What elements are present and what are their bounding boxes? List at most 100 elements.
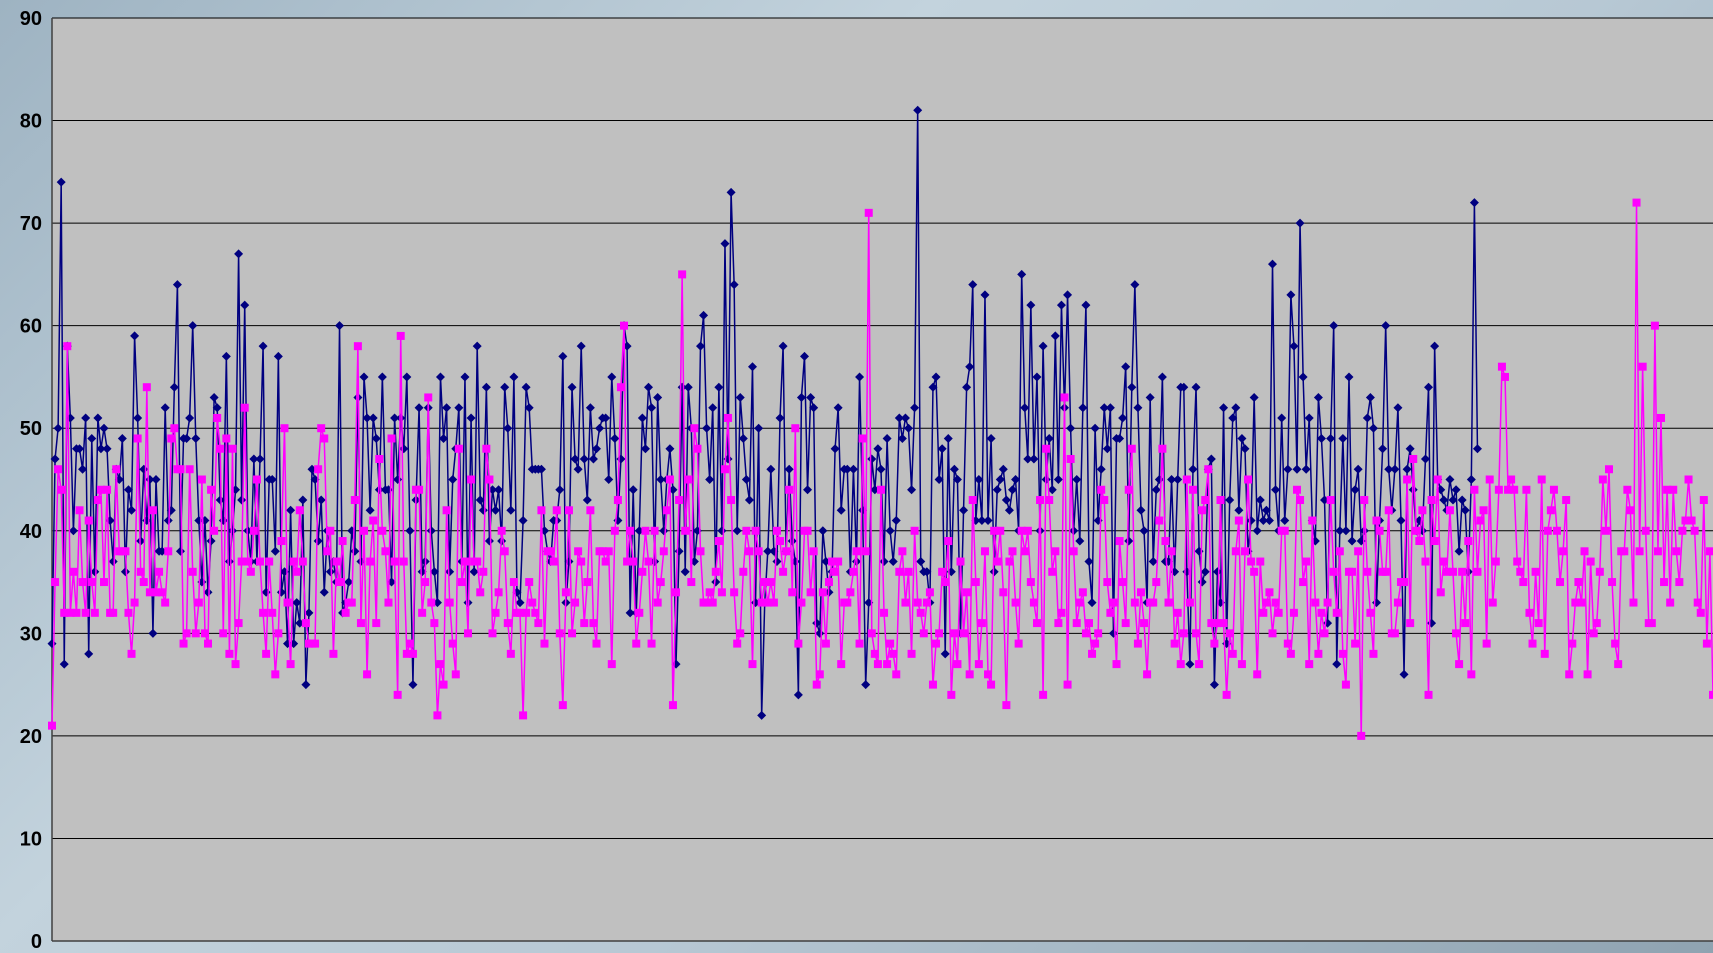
data-point	[170, 424, 179, 433]
data-point	[524, 403, 534, 413]
data-point	[925, 588, 934, 597]
data-point	[402, 649, 411, 658]
data-point	[216, 444, 225, 453]
data-point	[378, 526, 387, 535]
data-point	[1219, 403, 1229, 413]
data-point	[528, 598, 537, 607]
data-point	[1133, 639, 1142, 648]
data-point	[133, 434, 142, 443]
data-point	[828, 557, 837, 566]
data-point	[323, 547, 332, 556]
data-point	[317, 424, 326, 433]
data-point	[1363, 567, 1372, 576]
data-point	[494, 485, 504, 495]
data-point	[72, 608, 81, 617]
data-point	[1286, 290, 1296, 300]
data-point	[943, 433, 953, 443]
data-point	[956, 557, 965, 566]
data-point	[818, 588, 827, 597]
data-point	[799, 351, 809, 361]
data-point	[680, 567, 690, 577]
series-2	[48, 198, 1713, 740]
data-point	[1326, 496, 1335, 505]
data-point	[567, 382, 577, 392]
data-point	[161, 598, 170, 607]
data-point	[1421, 557, 1430, 566]
data-point	[301, 680, 311, 690]
data-point	[806, 392, 816, 402]
data-point	[1454, 546, 1464, 556]
data-point	[635, 608, 644, 617]
data-point	[87, 578, 96, 587]
data-point	[366, 557, 375, 566]
data-point	[93, 496, 102, 505]
data-point	[1271, 485, 1281, 495]
data-point	[1660, 578, 1669, 587]
data-point	[1195, 660, 1204, 669]
data-point	[1500, 372, 1509, 381]
data-point	[1222, 690, 1231, 699]
data-point	[1292, 464, 1302, 474]
data-point	[63, 342, 72, 351]
data-point	[1369, 649, 1378, 658]
data-point	[457, 578, 466, 587]
data-point	[980, 290, 990, 300]
data-point	[316, 495, 326, 505]
data-point	[506, 649, 515, 658]
data-point	[1666, 598, 1675, 607]
data-point	[1121, 362, 1131, 372]
data-point	[267, 475, 277, 484]
data-point	[965, 670, 974, 679]
data-point	[695, 341, 705, 351]
data-point	[1106, 608, 1115, 617]
data-point	[1604, 465, 1613, 474]
data-point	[1047, 485, 1057, 495]
data-point	[415, 485, 424, 494]
data-point	[573, 464, 583, 474]
data-point	[632, 639, 641, 648]
data-point	[369, 516, 378, 525]
data-point	[182, 433, 192, 443]
data-point	[1268, 629, 1277, 638]
data-point	[910, 526, 919, 535]
data-point	[200, 629, 209, 638]
data-point	[656, 475, 666, 484]
data-point	[729, 280, 739, 290]
data-point	[763, 546, 773, 556]
data-point	[442, 403, 452, 413]
data-point	[747, 362, 757, 372]
data-point	[1075, 598, 1084, 607]
data-point	[1656, 413, 1665, 422]
data-point	[1091, 639, 1100, 648]
data-point	[228, 444, 237, 453]
data-point	[888, 557, 898, 567]
data-point	[757, 598, 766, 607]
data-point	[1623, 485, 1632, 494]
data-point	[913, 598, 922, 607]
data-point	[1472, 444, 1482, 454]
data-point	[849, 567, 858, 576]
data-point	[1280, 516, 1290, 526]
data-point	[901, 598, 910, 607]
data-point	[485, 475, 494, 484]
data-point	[213, 413, 222, 422]
data-point	[1185, 598, 1194, 607]
data-point	[1323, 598, 1332, 607]
data-point	[616, 383, 625, 392]
data-point	[491, 505, 501, 515]
data-point	[525, 578, 534, 587]
data-point	[919, 629, 928, 638]
data-point	[1051, 547, 1060, 556]
data-point	[1004, 505, 1014, 515]
data-point	[1690, 526, 1699, 535]
data-point	[1516, 567, 1525, 576]
data-point	[592, 639, 601, 648]
data-point	[1192, 629, 1201, 638]
data-point	[580, 619, 589, 628]
data-point	[1118, 413, 1128, 423]
data-point	[833, 403, 843, 413]
data-point	[653, 392, 663, 402]
data-point	[1420, 454, 1430, 464]
y-tick-label: 60	[20, 316, 42, 338]
data-point	[1072, 619, 1081, 628]
